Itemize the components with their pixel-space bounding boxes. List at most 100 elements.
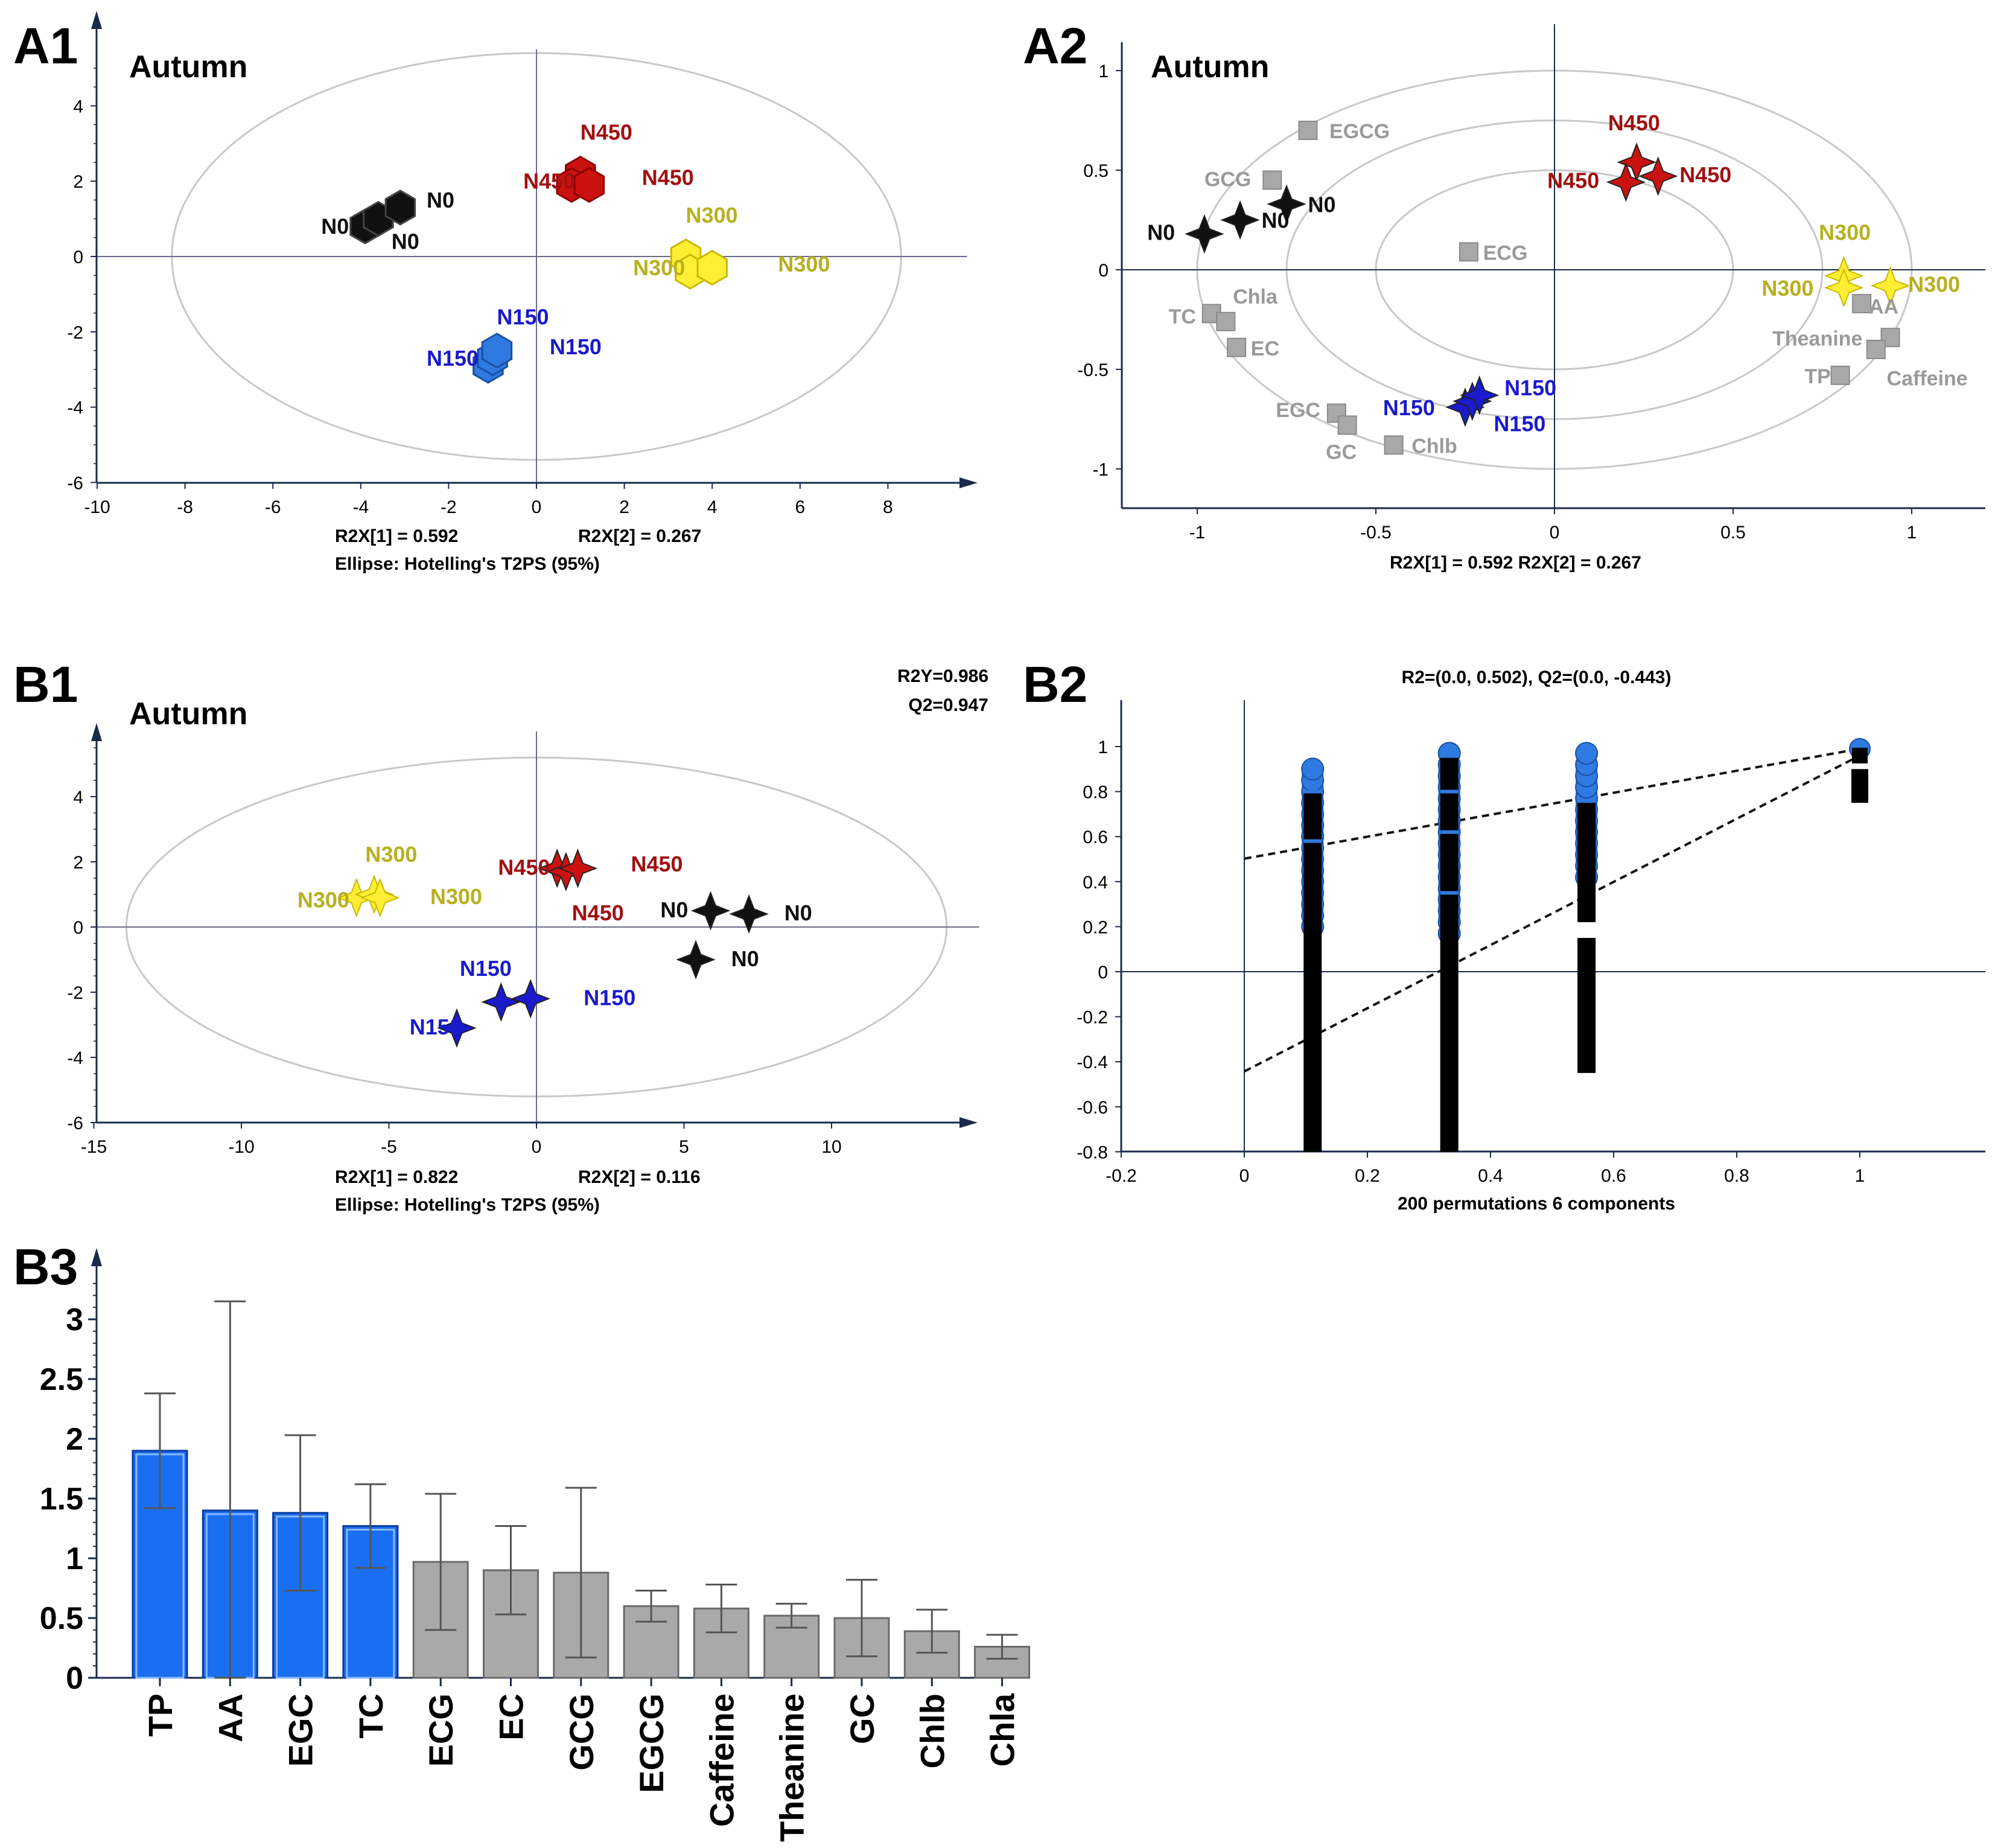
group-label: N0 <box>392 229 419 254</box>
ellipse-caption: Ellipse: Hotelling's T2PS (95%) <box>335 1195 600 1215</box>
star-point-n150 <box>511 979 550 1019</box>
variable-square-marker <box>1459 242 1478 262</box>
r2x-label: R2X[1] = 0.592 R2X[2] = 0.267 <box>1390 553 1641 573</box>
permutation-xlabel: 200 permutations 6 components <box>1398 1194 1675 1214</box>
x-axis-arrowhead <box>959 477 978 488</box>
panel-label: B3 <box>13 1238 78 1295</box>
y-tick-label: -0.2 <box>1077 1008 1108 1028</box>
r2x-1-label: R2X[1] = 0.822 <box>335 1167 458 1187</box>
q2-permutation-column <box>1577 803 1596 922</box>
group-label: N450 <box>523 169 575 194</box>
x-tick-label: 0 <box>532 497 542 517</box>
y-tick-label: 0.4 <box>1083 873 1108 893</box>
y-tick-label: -0.6 <box>1077 1098 1108 1118</box>
star-point-n300 <box>1870 266 1911 306</box>
variable-square-marker <box>1866 340 1886 359</box>
x-tick-label: -4 <box>352 497 369 517</box>
category-label-chlb: Chlb <box>913 1693 951 1768</box>
group-label: N150 <box>550 334 602 359</box>
y-tick-label: 1 <box>1098 62 1109 81</box>
star-point-n150 <box>1459 375 1500 415</box>
r2x-2-label: R2X[2] = 0.267 <box>578 526 701 546</box>
x-tick-label: 0.4 <box>1478 1166 1503 1186</box>
category-label-egcg: EGCG <box>632 1693 670 1793</box>
group-label: N0 <box>1308 192 1336 217</box>
x-tick-label: 0 <box>532 1137 542 1157</box>
x-tick-label: 0.6 <box>1601 1166 1626 1186</box>
group-label: N150 <box>584 986 635 1010</box>
x-tick-label: -6 <box>265 497 281 517</box>
variable-label: Chla <box>1233 285 1278 308</box>
category-label-gcg: GCG <box>562 1693 600 1771</box>
star-point-n150 <box>437 1008 477 1048</box>
panel-b1-opls-scores-plot: B1 Autumn R2Y=0.986 Q2=0.947 -15 -10 -5 0 5 10 -6 -… <box>13 656 988 1215</box>
group-label: N0 <box>784 900 812 925</box>
star-point-n0 <box>676 940 716 980</box>
x-tick-label: 0 <box>1239 1166 1250 1186</box>
x-tick-label: 1 <box>1907 523 1917 543</box>
q2-permutation-column <box>1577 938 1596 1073</box>
star-point-n0 <box>1267 184 1306 224</box>
group-label: N300 <box>1819 220 1871 245</box>
permutation-title: R2=(0.0, 0.502), Q2=(0.0, -0.443) <box>1402 668 1672 687</box>
variable-label: EGCG <box>1329 120 1390 143</box>
ellipse-caption: Ellipse: Hotelling's T2PS (95%) <box>335 554 600 574</box>
category-label-ec: EC <box>492 1693 530 1741</box>
variable-label: GC <box>1326 441 1357 464</box>
r2-overlap-stripe <box>1440 891 1459 895</box>
star-point-n450 <box>558 849 598 888</box>
q2-permutation-column <box>1440 757 1459 1152</box>
y-tick-label: 0 <box>66 1661 83 1696</box>
x-tick-label: 4 <box>707 497 718 517</box>
x-tick-label: 0.2 <box>1355 1166 1380 1186</box>
x-tick-label: 0.8 <box>1724 1166 1749 1186</box>
group-label: N150 <box>1494 411 1545 436</box>
r2-overlap-stripe <box>1440 830 1459 834</box>
category-label-gc: GC <box>843 1693 881 1744</box>
y-axis-arrowhead <box>91 1248 102 1266</box>
y-tick-label: 4 <box>73 97 83 116</box>
x-tick-label: 6 <box>795 497 805 517</box>
star-point-n150 <box>481 982 521 1022</box>
panel-a2-loadings-plot: A2 Autumn -1 -0.5 0 0.5 1 -1 -0.5 0 0.5 1 N0 N0 N0 N150… <box>1023 18 1985 573</box>
group-label: N450 <box>1608 110 1660 135</box>
r2-overlap-stripe <box>1303 789 1322 794</box>
q2-original-point <box>1852 747 1868 763</box>
x-tick-label: -0.2 <box>1106 1166 1137 1186</box>
variable-label: EC <box>1251 337 1279 360</box>
y-tick-label: 2 <box>73 172 83 192</box>
y-tick-label: -2 <box>67 983 83 1003</box>
variable-label: AA <box>1869 296 1898 319</box>
x-tick-label: -2 <box>441 497 457 517</box>
y-tick-label: 0.8 <box>1083 783 1108 803</box>
r2-overlap-stripe <box>1303 839 1322 843</box>
y-tick-label: 0.2 <box>1083 917 1108 937</box>
hexagon-point-n450 <box>573 167 605 203</box>
hexagon-point-n300 <box>696 249 728 286</box>
group-label: N0 <box>1147 220 1175 245</box>
variable-square-marker <box>1262 170 1282 190</box>
group-label: N300 <box>365 842 417 867</box>
y-tick-label: -2 <box>67 323 83 343</box>
y-tick-label: 1.5 <box>40 1482 83 1517</box>
group-label: N300 <box>778 252 830 276</box>
x-tick-label: 1 <box>1855 1166 1865 1186</box>
group-label: N450 <box>1547 168 1599 193</box>
category-label-theanine: Theanine <box>773 1693 811 1842</box>
y-tick-label: 2 <box>73 853 83 873</box>
category-label-chla: Chla <box>984 1693 1022 1767</box>
variable-label: Theanine <box>1772 327 1862 350</box>
star-point-n0 <box>729 894 769 934</box>
group-label: N0 <box>427 188 454 212</box>
panel-b3-vip-bar-chart: B3 0 0.5 1 1.5 2 2.5 3 TP AA EGC TC ECG EC GCG EGCG Caff… <box>13 1238 1031 1842</box>
x-tick-label: -10 <box>84 497 110 517</box>
q2-original-bar <box>1851 769 1868 803</box>
x-axis-arrowhead <box>959 1117 978 1128</box>
y-tick-label: 1 <box>66 1541 83 1576</box>
group-label: N450 <box>642 165 694 190</box>
category-label-ecg: ECG <box>422 1693 460 1767</box>
variable-square-marker <box>1337 415 1357 435</box>
star-point-n450 <box>1638 156 1678 196</box>
season-title: Autumn <box>129 49 247 84</box>
variable-label: ECG <box>1483 242 1528 265</box>
